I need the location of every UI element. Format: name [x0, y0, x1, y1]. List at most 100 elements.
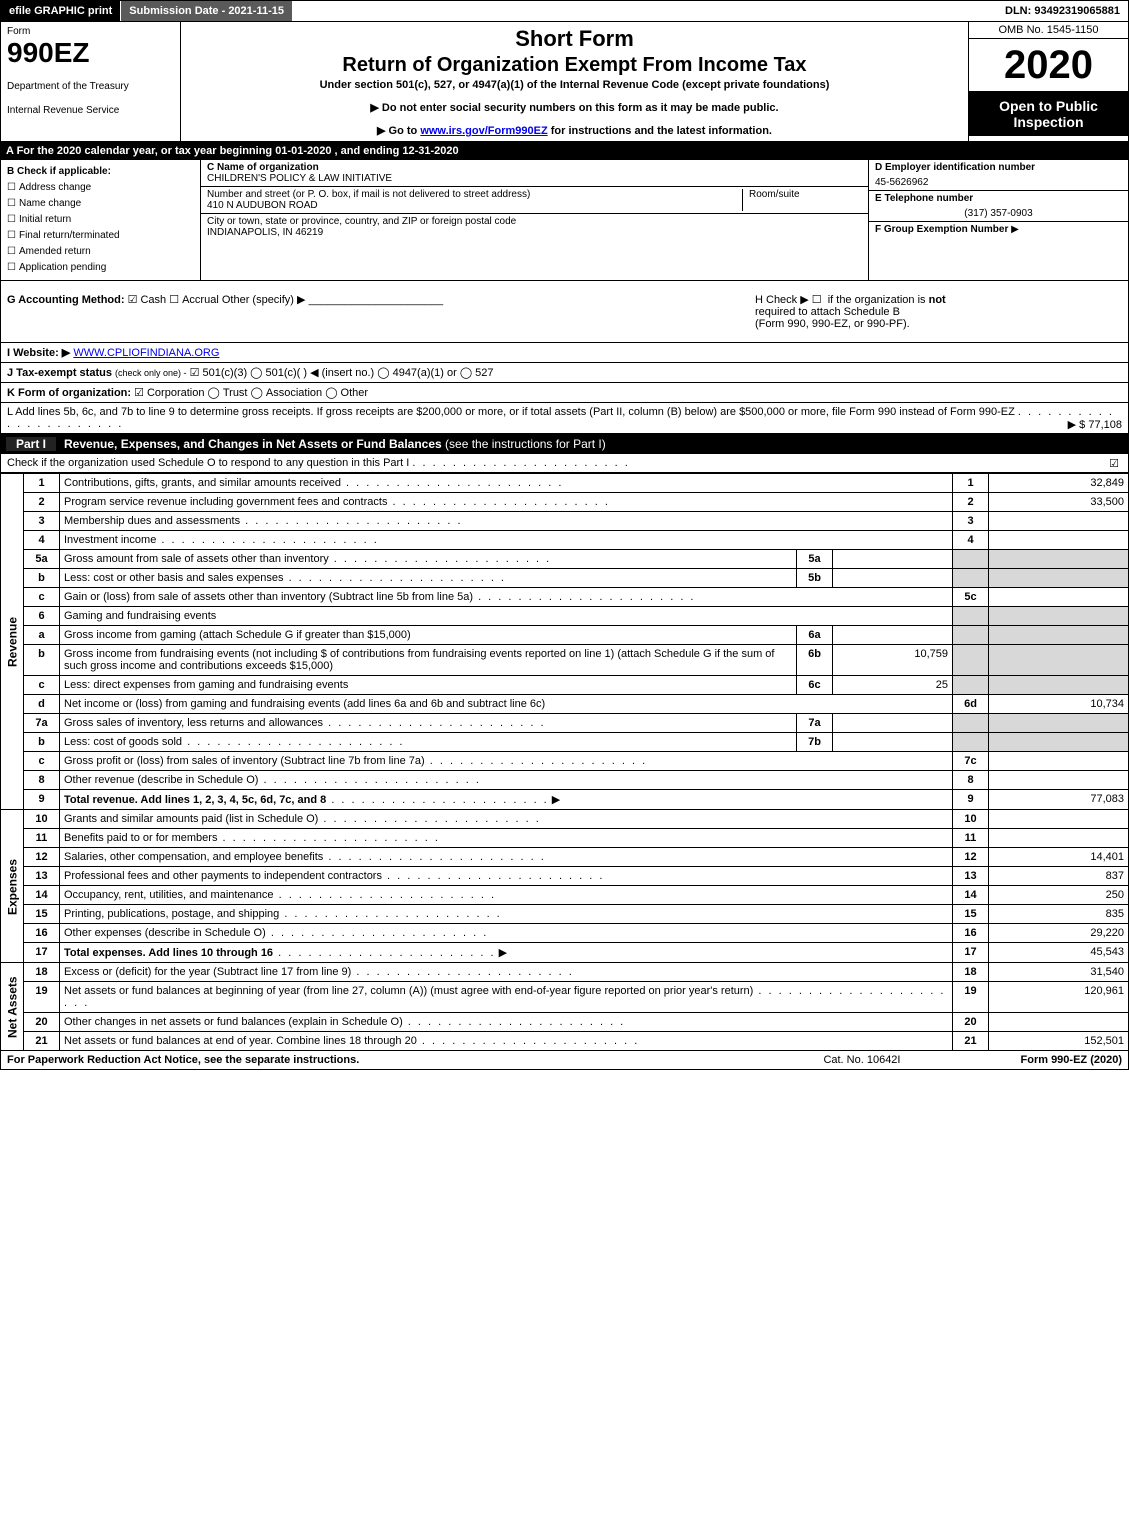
line-num: 9: [24, 790, 60, 810]
footer-left: For Paperwork Reduction Act Notice, see …: [7, 1054, 359, 1066]
table-row: 16 Other expenses (describe in Schedule …: [1, 924, 1129, 943]
footer-right-pre: Form: [1021, 1054, 1052, 1066]
c-street-label: Number and street (or P. O. box, if mail…: [207, 189, 530, 200]
dots-icon: [403, 1016, 625, 1028]
line-value: 14,401: [989, 848, 1129, 867]
b-opt-initial[interactable]: Initial return: [7, 212, 194, 228]
efile-label[interactable]: efile GRAPHIC print: [1, 1, 120, 21]
line-value: 29,220: [989, 924, 1129, 943]
line-desc: Other changes in net assets or fund bala…: [64, 1016, 403, 1028]
line-rnum: 8: [953, 771, 989, 790]
line-subnum: 7b: [797, 733, 833, 752]
k-trust[interactable]: Trust: [208, 387, 248, 399]
goto-link[interactable]: www.irs.gov/Form990EZ: [420, 125, 547, 137]
grey-cell: [989, 550, 1129, 569]
grey-cell: [989, 569, 1129, 588]
dots-icon: [382, 870, 604, 882]
j-501c3[interactable]: 501(c)(3): [190, 367, 248, 379]
part-i-checkbox[interactable]: [1109, 457, 1122, 470]
grey-cell: [989, 714, 1129, 733]
dots-icon: [326, 794, 548, 806]
table-row: 2 Program service revenue including gove…: [1, 493, 1129, 512]
j-4947[interactable]: 4947(a)(1) or: [377, 367, 457, 379]
line-desc: Less: direct expenses from gaming and fu…: [64, 679, 348, 691]
dots-icon: [266, 927, 488, 939]
table-row: c Gain or (loss) from sale of assets oth…: [1, 588, 1129, 607]
line-num: 15: [24, 905, 60, 924]
line-num: 8: [24, 771, 60, 790]
table-row: 5a Gross amount from sale of assets othe…: [1, 550, 1129, 569]
line-desc: Net income or (loss) from gaming and fun…: [64, 698, 545, 710]
k-other[interactable]: Other: [325, 387, 368, 399]
l-gross-receipts: L Add lines 5b, 6c, and 7b to line 9 to …: [0, 403, 1129, 434]
form-number: 990EZ: [7, 37, 174, 69]
line-rnum: 1: [953, 474, 989, 493]
line-value: [989, 829, 1129, 848]
line-num: b: [24, 569, 60, 588]
k-corp[interactable]: Corporation: [134, 387, 204, 399]
b-opt-amended[interactable]: Amended return: [7, 244, 194, 260]
line-desc: Net assets or fund balances at beginning…: [64, 985, 753, 997]
table-row: b Less: cost of goods sold 7b: [1, 733, 1129, 752]
grey-cell: [953, 733, 989, 752]
line-value: 152,501: [989, 1032, 1129, 1051]
line-subnum: 5a: [797, 550, 833, 569]
top-bar: efile GRAPHIC print Submission Date - 20…: [0, 0, 1129, 22]
lines-table: Revenue 1 Contributions, gifts, grants, …: [0, 473, 1129, 1051]
table-row: c Gross profit or (loss) from sales of i…: [1, 752, 1129, 771]
table-row: 3 Membership dues and assessments 3: [1, 512, 1129, 531]
table-row: c Less: direct expenses from gaming and …: [1, 676, 1129, 695]
line-num: 18: [24, 963, 60, 982]
table-row: 4 Investment income 4: [1, 531, 1129, 550]
line-value: [989, 771, 1129, 790]
g-other[interactable]: Other (specify) ▶: [222, 294, 306, 306]
dots-icon: [279, 908, 501, 920]
b-opt-final[interactable]: Final return/terminated: [7, 228, 194, 244]
table-row: Expenses 10 Grants and similar amounts p…: [1, 810, 1129, 829]
c-city-label: City or town, state or province, country…: [207, 216, 516, 227]
c-city-value: INDIANAPOLIS, IN 46219: [207, 227, 323, 238]
b-opt-name[interactable]: Name change: [7, 196, 194, 212]
k-assoc[interactable]: Association: [251, 387, 323, 399]
j-501c[interactable]: 501(c)( ) ◀ (insert no.): [250, 367, 374, 379]
line-value: [989, 752, 1129, 771]
c-name-value: CHILDREN'S POLICY & LAW INITIATIVE: [207, 173, 392, 184]
line-rnum: 11: [953, 829, 989, 848]
h-text2: if the organization is: [828, 294, 926, 306]
grey-cell: [953, 607, 989, 626]
line-num: 13: [24, 867, 60, 886]
grey-cell: [953, 569, 989, 588]
line-rnum: 17: [953, 943, 989, 963]
grey-cell: [953, 714, 989, 733]
j-527[interactable]: 527: [460, 367, 494, 379]
dots-icon: [425, 755, 647, 767]
b-opt-address[interactable]: Address change: [7, 180, 194, 196]
g-cash[interactable]: Cash: [128, 294, 167, 306]
h-checkbox[interactable]: [812, 294, 825, 306]
table-row: 13 Professional fees and other payments …: [1, 867, 1129, 886]
dots-icon: [284, 572, 506, 584]
table-row: 7a Gross sales of inventory, less return…: [1, 714, 1129, 733]
d-ein-label: D Employer identification number: [875, 162, 1035, 173]
goto-pre: ▶ Go to: [377, 125, 420, 137]
j-tax-exempt-row: J Tax-exempt status (check only one) - 5…: [0, 363, 1129, 383]
section-c: C Name of organization CHILDREN'S POLICY…: [201, 160, 868, 280]
i-website-link[interactable]: WWW.CPLIOFINDIANA.ORG: [73, 347, 219, 359]
line-rnum: 12: [953, 848, 989, 867]
line-num: b: [24, 645, 60, 676]
table-row: 17 Total expenses. Add lines 10 through …: [1, 943, 1129, 963]
c-room-label: Room/suite: [742, 189, 862, 211]
header-mid: Short Form Return of Organization Exempt…: [181, 22, 968, 141]
g-accrual[interactable]: Accrual: [169, 294, 219, 306]
line-desc: Total expenses. Add lines 10 through 16: [64, 947, 273, 959]
omb-number: OMB No. 1545-1150: [969, 22, 1128, 39]
f-group-arrow: ▶: [1011, 224, 1019, 235]
line-rnum: 16: [953, 924, 989, 943]
line-rnum: 15: [953, 905, 989, 924]
tax-year: 2020: [969, 39, 1128, 91]
b-opt-pending[interactable]: Application pending: [7, 260, 194, 276]
dots-icon: [473, 591, 695, 603]
line-num: b: [24, 733, 60, 752]
dept-label: Department of the Treasury: [7, 81, 174, 93]
table-row: 9 Total revenue. Add lines 1, 2, 3, 4, 5…: [1, 790, 1129, 810]
